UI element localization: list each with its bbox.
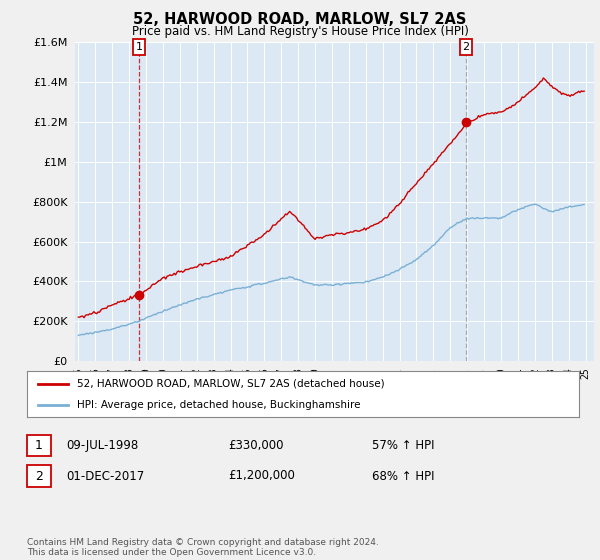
Text: 1: 1 (35, 438, 43, 452)
Text: HPI: Average price, detached house, Buckinghamshire: HPI: Average price, detached house, Buck… (77, 400, 360, 410)
Text: 1: 1 (136, 42, 142, 52)
Text: £330,000: £330,000 (228, 438, 284, 452)
Text: 01-DEC-2017: 01-DEC-2017 (66, 469, 144, 483)
Text: 52, HARWOOD ROAD, MARLOW, SL7 2AS: 52, HARWOOD ROAD, MARLOW, SL7 2AS (133, 12, 467, 27)
Text: 2: 2 (462, 42, 469, 52)
Text: 2: 2 (35, 469, 43, 483)
Text: 52, HARWOOD ROAD, MARLOW, SL7 2AS (detached house): 52, HARWOOD ROAD, MARLOW, SL7 2AS (detac… (77, 379, 385, 389)
Text: £1,200,000: £1,200,000 (228, 469, 295, 483)
Text: 57% ↑ HPI: 57% ↑ HPI (372, 438, 434, 452)
Text: 09-JUL-1998: 09-JUL-1998 (66, 438, 138, 452)
Text: Contains HM Land Registry data © Crown copyright and database right 2024.
This d: Contains HM Land Registry data © Crown c… (27, 538, 379, 557)
Text: Price paid vs. HM Land Registry's House Price Index (HPI): Price paid vs. HM Land Registry's House … (131, 25, 469, 38)
Text: 68% ↑ HPI: 68% ↑ HPI (372, 469, 434, 483)
